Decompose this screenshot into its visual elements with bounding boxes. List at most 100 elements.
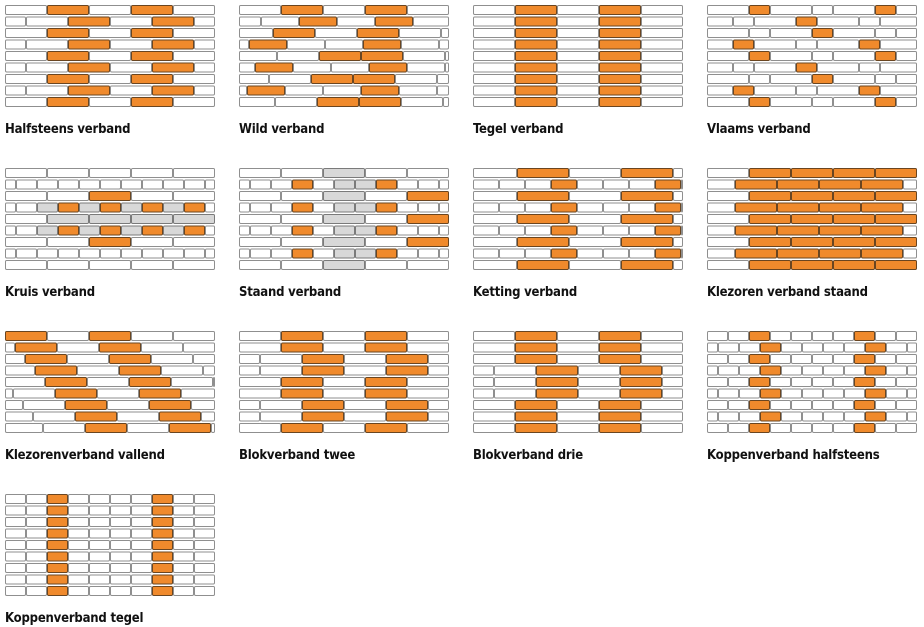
brick bbox=[260, 400, 302, 410]
brick bbox=[812, 377, 833, 387]
brick-pattern-diagram bbox=[473, 331, 683, 433]
brick bbox=[183, 342, 215, 353]
brick bbox=[749, 74, 770, 84]
brick bbox=[903, 202, 917, 213]
brick bbox=[68, 563, 89, 573]
brick-pattern-diagram bbox=[5, 168, 215, 270]
brick bbox=[791, 400, 812, 410]
brick bbox=[271, 225, 292, 236]
orange-brick bbox=[89, 237, 131, 247]
orange-brick bbox=[620, 377, 662, 387]
pattern-label: Klezorenverband vallend bbox=[5, 448, 165, 463]
orange-brick bbox=[749, 191, 791, 201]
orange-brick bbox=[152, 528, 173, 539]
brick bbox=[173, 51, 215, 61]
brick bbox=[662, 377, 683, 387]
orange-brick bbox=[517, 214, 569, 224]
brick bbox=[707, 179, 735, 190]
orange-brick bbox=[292, 248, 313, 259]
brick bbox=[26, 494, 47, 504]
brick bbox=[437, 74, 449, 84]
orange-brick bbox=[733, 85, 754, 96]
brick bbox=[557, 85, 599, 96]
brick bbox=[739, 365, 760, 376]
brick bbox=[131, 551, 152, 562]
brick bbox=[473, 97, 515, 107]
brick bbox=[707, 62, 733, 73]
brick bbox=[823, 365, 844, 376]
brick bbox=[494, 388, 536, 399]
brick bbox=[473, 248, 499, 259]
orange-brick bbox=[515, 85, 557, 96]
orange-brick bbox=[100, 202, 121, 213]
brick bbox=[707, 237, 749, 247]
brick bbox=[89, 551, 110, 562]
brick bbox=[886, 365, 907, 376]
brick bbox=[239, 411, 260, 422]
brick bbox=[26, 574, 47, 585]
brick bbox=[5, 62, 26, 73]
brick bbox=[641, 51, 683, 61]
orange-brick bbox=[777, 179, 819, 190]
brick bbox=[833, 377, 854, 387]
brick bbox=[896, 354, 917, 364]
brick bbox=[473, 214, 517, 224]
brick bbox=[557, 411, 599, 422]
brick bbox=[557, 39, 599, 50]
brick bbox=[802, 388, 823, 399]
pattern-label: Blokverband twee bbox=[239, 448, 356, 463]
brick bbox=[281, 237, 323, 247]
orange-brick bbox=[89, 191, 131, 201]
orange-brick bbox=[169, 423, 211, 433]
orange-brick bbox=[599, 5, 641, 15]
orange-brick bbox=[386, 365, 428, 376]
brick bbox=[603, 248, 629, 259]
brick bbox=[577, 179, 603, 190]
brick bbox=[323, 377, 365, 387]
brick bbox=[110, 563, 131, 573]
brick bbox=[473, 16, 515, 27]
orange-brick bbox=[819, 202, 861, 213]
brick bbox=[239, 248, 250, 259]
brick bbox=[707, 74, 749, 84]
grey-brick bbox=[131, 214, 173, 224]
orange-brick bbox=[58, 202, 79, 213]
brick bbox=[26, 586, 47, 596]
brick bbox=[577, 225, 603, 236]
brick bbox=[833, 400, 854, 410]
orange-brick bbox=[142, 225, 163, 236]
brick bbox=[578, 388, 620, 399]
brick bbox=[239, 179, 250, 190]
orange-brick bbox=[47, 540, 68, 550]
orange-brick bbox=[515, 51, 557, 61]
brick bbox=[5, 423, 43, 433]
brick bbox=[239, 28, 273, 38]
brick bbox=[57, 342, 99, 353]
orange-brick bbox=[515, 62, 557, 73]
bond-pattern-tile: Klezorenverband vallend bbox=[5, 331, 220, 463]
brick bbox=[89, 494, 110, 504]
grey-brick bbox=[79, 202, 100, 213]
brick bbox=[662, 388, 683, 399]
brick bbox=[641, 39, 683, 50]
brick bbox=[5, 494, 26, 504]
orange-brick bbox=[861, 248, 903, 259]
brick bbox=[578, 365, 620, 376]
orange-brick bbox=[796, 16, 817, 27]
brick bbox=[754, 62, 796, 73]
brick bbox=[395, 74, 437, 84]
orange-brick bbox=[551, 225, 577, 236]
grey-brick bbox=[334, 202, 355, 213]
brick bbox=[681, 179, 683, 190]
brick bbox=[770, 5, 812, 15]
brick bbox=[171, 377, 213, 387]
brick bbox=[5, 74, 47, 84]
orange-brick bbox=[515, 411, 557, 422]
brick bbox=[26, 85, 68, 96]
brick bbox=[313, 202, 334, 213]
orange-brick bbox=[149, 400, 191, 410]
orange-brick bbox=[621, 168, 673, 178]
orange-brick bbox=[376, 248, 397, 259]
orange-brick bbox=[369, 62, 407, 73]
brick bbox=[673, 191, 683, 201]
